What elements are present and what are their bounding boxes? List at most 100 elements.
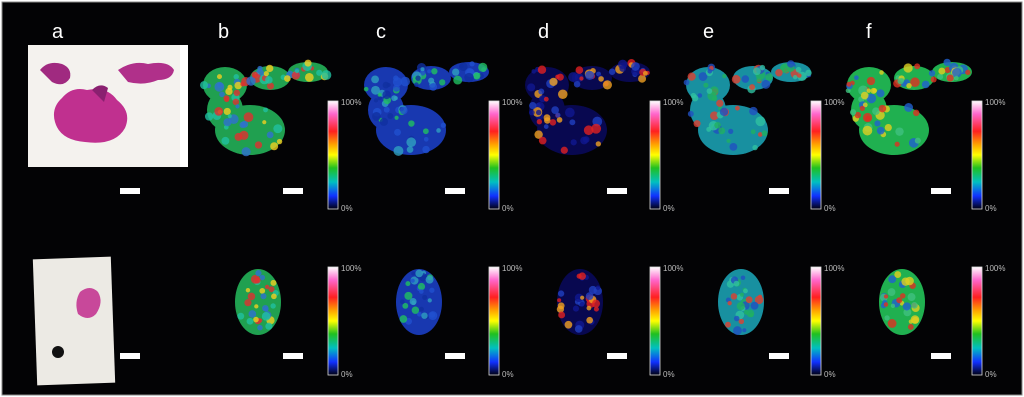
scale-bar [445, 188, 465, 194]
ion-spot [399, 299, 405, 305]
ion-spot [394, 115, 399, 120]
ion-spot [422, 145, 430, 154]
ion-spot [928, 70, 936, 77]
ion-spot [903, 63, 913, 73]
ion-spot [887, 319, 897, 328]
ion-spot [557, 290, 565, 297]
colorbar-min-label: 0% [341, 204, 353, 213]
colorbar [649, 100, 661, 210]
ion-spot [570, 139, 577, 146]
ion-spot [736, 302, 745, 311]
ion-spot [914, 137, 921, 144]
ion-spot [895, 127, 904, 136]
colorbar-min-label: 0% [824, 204, 836, 213]
ion-spot [899, 293, 906, 299]
ion-spot [536, 119, 543, 125]
ion-spot [903, 308, 912, 317]
ion-spot [896, 297, 903, 304]
ion-spot [260, 293, 267, 300]
ion-spot [733, 326, 742, 335]
ion-spot [411, 271, 416, 276]
ion-spot [219, 91, 225, 98]
ion-spot [405, 281, 411, 287]
ion-spot [580, 136, 589, 145]
ion-spot [569, 119, 576, 126]
ion-spot [265, 322, 273, 330]
ion-spot [965, 69, 971, 76]
ion-spot [687, 110, 694, 117]
colorbar [488, 266, 500, 376]
ion-spot [943, 58, 951, 67]
ion-spot [221, 136, 230, 145]
ion-spot [266, 131, 274, 139]
ion-spot [436, 128, 441, 133]
ion-spot [534, 130, 543, 139]
ion-spot [235, 104, 240, 109]
ion-spot [383, 106, 390, 113]
ion-spot [379, 117, 388, 126]
colorbar-max-label: 100% [824, 264, 844, 273]
ion-spot [263, 70, 269, 77]
ion-spot [382, 90, 392, 100]
ion-spot [535, 109, 542, 116]
ion-spot [866, 76, 876, 86]
ion-spot [422, 128, 429, 135]
ion-spot [427, 69, 432, 74]
ion-spot [749, 313, 754, 318]
panel-label: f [866, 21, 872, 43]
ion-spot [698, 72, 708, 81]
ion-spot [914, 63, 921, 70]
ion-spot [411, 306, 420, 314]
ion-spot [906, 82, 912, 89]
ion-spot [576, 273, 582, 279]
ion-spot [557, 298, 562, 303]
ion-spot [560, 146, 568, 154]
colorbar-max-label: 100% [341, 98, 361, 107]
ion-spot [473, 72, 481, 80]
ion-spot [733, 315, 740, 322]
ion-spot [241, 147, 251, 157]
colorbar-max-label: 100% [663, 98, 683, 107]
ion-spot [574, 325, 583, 333]
ion-map-top [376, 105, 446, 155]
ion-spot [316, 69, 323, 76]
ion-spot [363, 86, 369, 92]
colorbar-min-label: 0% [502, 204, 514, 213]
ion-spot [749, 84, 756, 91]
ion-spot [900, 78, 905, 83]
ion-map-top [537, 105, 607, 155]
ion-spot [214, 106, 224, 116]
scale-bar [445, 353, 465, 359]
ion-spot [742, 328, 747, 333]
ion-spot [718, 127, 726, 135]
colorbar [327, 266, 339, 376]
ion-spot [946, 74, 954, 82]
ion-spot [270, 303, 276, 309]
ion-spot [706, 88, 713, 94]
ion-spot [862, 125, 873, 136]
ion-spot [761, 130, 768, 137]
colorbar-max-label: 100% [502, 264, 522, 273]
ion-spot [752, 144, 758, 151]
panels: a b 100% 0% 100% 0% c 100% 0% 100% 0% d 100% 0% 100% 0%… [52, 21, 1005, 379]
ion-spot [726, 138, 731, 143]
ion-spot [593, 306, 599, 312]
he-stain-top [28, 45, 188, 167]
ion-spot [866, 88, 872, 93]
ion-spot [572, 305, 580, 312]
ion-spot [728, 128, 734, 134]
ion-spot [404, 291, 413, 300]
ion-spot [240, 81, 246, 87]
ion-spot [259, 288, 266, 294]
ion-spot [538, 136, 547, 145]
ion-spot [703, 82, 709, 88]
ion-spot [617, 59, 628, 70]
ion-spot [862, 112, 873, 123]
ion-spot [253, 316, 259, 323]
ion-spot [866, 93, 877, 104]
ion-spot [406, 137, 417, 148]
ion-spot [740, 275, 746, 280]
ion-spot [431, 68, 438, 75]
ion-spot [232, 98, 240, 106]
ion-spot [415, 75, 421, 81]
